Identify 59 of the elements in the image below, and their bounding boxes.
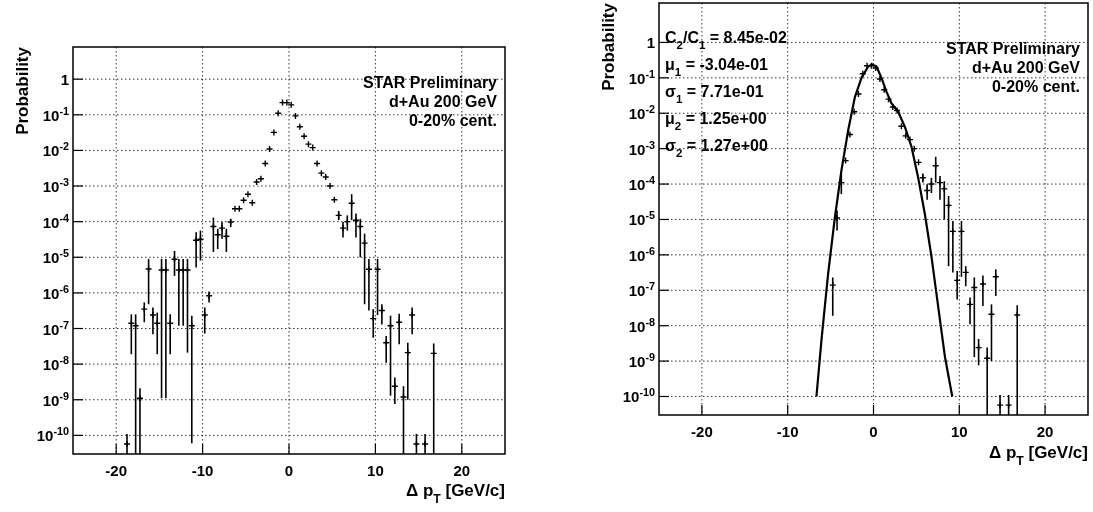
y-tick-label: 10$^{-7}$ (628, 280, 655, 300)
x-axis-title: Δ p$_{T}$ [GeV/c] (988, 443, 1088, 468)
annotation: μ$_{1}$ = -3.04e-01 (665, 56, 769, 78)
annotation: C$_{2}$/C$_{1}$ = 8.45e-02 (665, 29, 787, 51)
point (923, 186, 931, 195)
y-tick-label: 10$^{-8}$ (628, 315, 655, 335)
y-tick-label: 10$^{-8}$ (42, 354, 69, 374)
y-tick-label: 10$^{-2}$ (42, 140, 69, 160)
annotation: STAR Preliminary (946, 40, 1081, 57)
x-tick-label: 20 (1036, 423, 1054, 440)
y-tick-label: 10$^{-2}$ (628, 103, 655, 123)
annotation: σ$_{1}$ = 7.71e-01 (665, 83, 764, 105)
x-tick-label: -10 (776, 423, 799, 440)
annotation: d+Au 200 GeV (388, 93, 498, 110)
y-tick-label: 1 (60, 71, 69, 89)
x-tick-label: 10 (950, 423, 968, 440)
y-tick-label: 10$^{-1}$ (628, 67, 655, 87)
x-axis-title: Δ p$_{T}$ [GeV/c] (405, 481, 505, 506)
annotation: μ$_{2}$ = 1.25e+00 (665, 110, 767, 132)
annotation: STAR Preliminary (363, 74, 498, 91)
y-tick-label: 10$^{-9}$ (42, 389, 69, 409)
annotation: 0-20% cent. (991, 78, 1080, 95)
y-tick-label: 10$^{-4}$ (628, 174, 655, 194)
x-tick-label: -20 (105, 462, 128, 479)
y-tick-label: 10$^{-9}$ (628, 351, 655, 371)
y-tick-label: 10$^{-7}$ (42, 318, 69, 338)
point (979, 280, 987, 288)
annotation: σ$_{2}$ = 1.27e+00 (665, 137, 768, 159)
y-tick-label: 10$^{-6}$ (628, 244, 655, 264)
x-tick-label: 0 (869, 423, 878, 440)
y-tick-label: 10$^{-4}$ (42, 211, 69, 231)
x-tick-label: 10 (367, 462, 384, 479)
x-tick-label: 0 (284, 462, 294, 479)
y-tick-label: 1 (646, 34, 655, 52)
y-tick-label: 10$^{-5}$ (628, 209, 655, 229)
y-tick-label: 10$^{-3}$ (628, 138, 655, 158)
point (949, 227, 957, 236)
y-axis-title: Probability (599, 2, 618, 91)
y-tick-label: 10$^{-10}$ (36, 425, 69, 445)
y-axis-title: Probability (13, 46, 32, 135)
x-tick-label: -20 (691, 423, 713, 440)
y-tick-label: 10$^{-5}$ (42, 247, 69, 267)
point (983, 354, 991, 362)
x-tick-label: -10 (191, 462, 214, 479)
y-tick-label: 10$^{-6}$ (42, 282, 69, 302)
y-tick-label: 10$^{-10}$ (622, 386, 655, 406)
point (992, 273, 1000, 281)
point (996, 401, 1004, 409)
annotation: 0-20% cent. (408, 112, 497, 129)
point (953, 276, 961, 285)
point (1013, 311, 1021, 319)
x-tick-label: 20 (453, 462, 471, 479)
point (966, 300, 974, 309)
annotation: d+Au 200 GeV (971, 59, 1081, 76)
y-tick-label: 10$^{-3}$ (42, 176, 69, 196)
y-tick-label: 10$^{-1}$ (42, 104, 69, 124)
point (940, 185, 948, 193)
point (1004, 401, 1013, 409)
point (829, 281, 837, 289)
